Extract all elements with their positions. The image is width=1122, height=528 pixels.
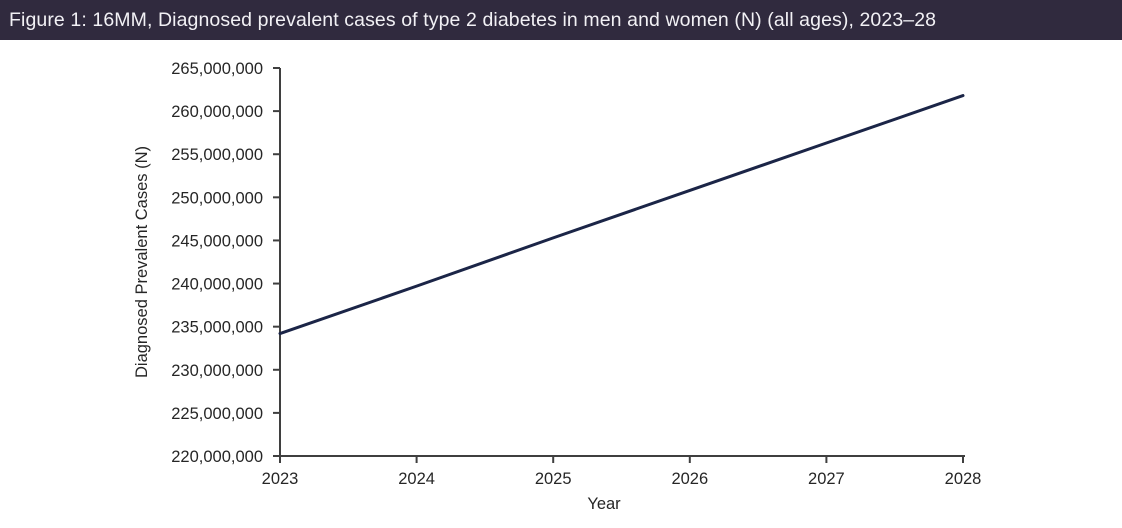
y-tick-label: 265,000,000 <box>171 60 263 78</box>
y-tick-label: 250,000,000 <box>171 189 263 207</box>
x-tick-label: 2024 <box>398 470 435 488</box>
y-tick-label: 235,000,000 <box>171 319 263 337</box>
x-tick-label: 2027 <box>808 470 845 488</box>
x-tick-label: 2028 <box>945 470 982 488</box>
figure-title-bar: Figure 1: 16MM, Diagnosed prevalent case… <box>0 0 1122 40</box>
y-axis-title: Diagnosed Prevalent Cases (N) <box>133 146 151 378</box>
figure-title: Figure 1: 16MM, Diagnosed prevalent case… <box>9 8 937 31</box>
y-tick-label: 260,000,000 <box>171 103 263 121</box>
y-tick-label: 225,000,000 <box>171 405 263 423</box>
y-tick-label: 230,000,000 <box>171 362 263 380</box>
x-tick-label: 2026 <box>671 470 708 488</box>
y-tick-label: 245,000,000 <box>171 232 263 250</box>
x-axis-title: Year <box>587 495 621 513</box>
y-tick-label: 255,000,000 <box>171 146 263 164</box>
series-line-diagnosed-prevalent-cases <box>278 94 965 336</box>
y-tick-label: 220,000,000 <box>171 448 263 466</box>
x-tick-label: 2023 <box>262 470 299 488</box>
x-tick-label: 2025 <box>535 470 572 488</box>
y-tick-label: 240,000,000 <box>171 276 263 294</box>
